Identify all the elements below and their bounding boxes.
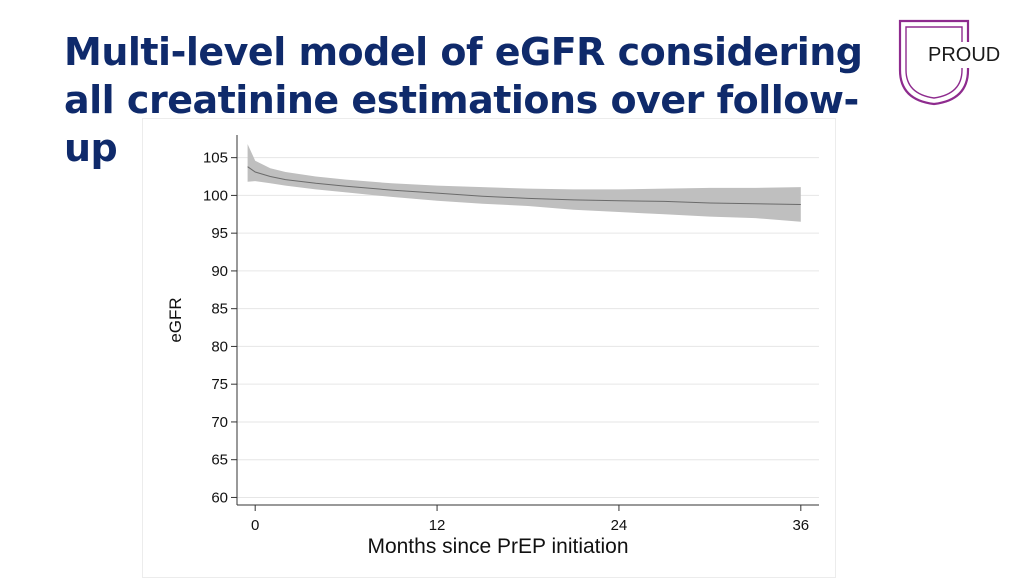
chart-area: 60 65 70 75 80 85 90 95 100 105 0 12 24 36 eGFR Mont…	[142, 118, 836, 578]
proud-logo: PROUD	[896, 18, 1008, 106]
slide-title: Multi-level model of eGFR considering al…	[64, 30, 863, 170]
mean-line	[247, 166, 801, 205]
y-tick-label-85: 85	[211, 301, 228, 318]
y-tick-label-75: 75	[211, 376, 228, 393]
x-axis-label: Months since PrEP initiation	[367, 535, 628, 558]
y-tick-label-95: 95	[211, 225, 228, 242]
x-tick-label-24: 24	[611, 517, 628, 534]
x-tick-label-0: 0	[251, 517, 259, 534]
logo-wordmark: PROUD	[928, 44, 1000, 66]
confidence-band	[247, 144, 801, 222]
y-tick-label-80: 80	[211, 338, 228, 355]
x-axis-ticks: 0 12 24 36	[251, 505, 809, 534]
egfr-chart: 60 65 70 75 80 85 90 95 100 105 0 12 24 36 eGFR Mont…	[166, 135, 819, 558]
y-tick-label-60: 60	[211, 489, 228, 506]
y-axis-ticks: 60 65 70 75 80 85 90 95 100 105	[203, 150, 237, 506]
x-tick-label-36: 36	[792, 517, 809, 534]
shield-icon: PROUD	[898, 19, 1008, 106]
x-tick-label-12: 12	[429, 517, 446, 534]
y-tick-label-100: 100	[203, 187, 228, 204]
y-tick-label-105: 105	[203, 150, 228, 167]
y-tick-label-90: 90	[211, 263, 228, 280]
y-axis-label: eGFR	[166, 297, 185, 342]
y-tick-label-65: 65	[211, 452, 228, 469]
gridlines	[237, 157, 819, 498]
y-tick-label-70: 70	[211, 414, 228, 431]
